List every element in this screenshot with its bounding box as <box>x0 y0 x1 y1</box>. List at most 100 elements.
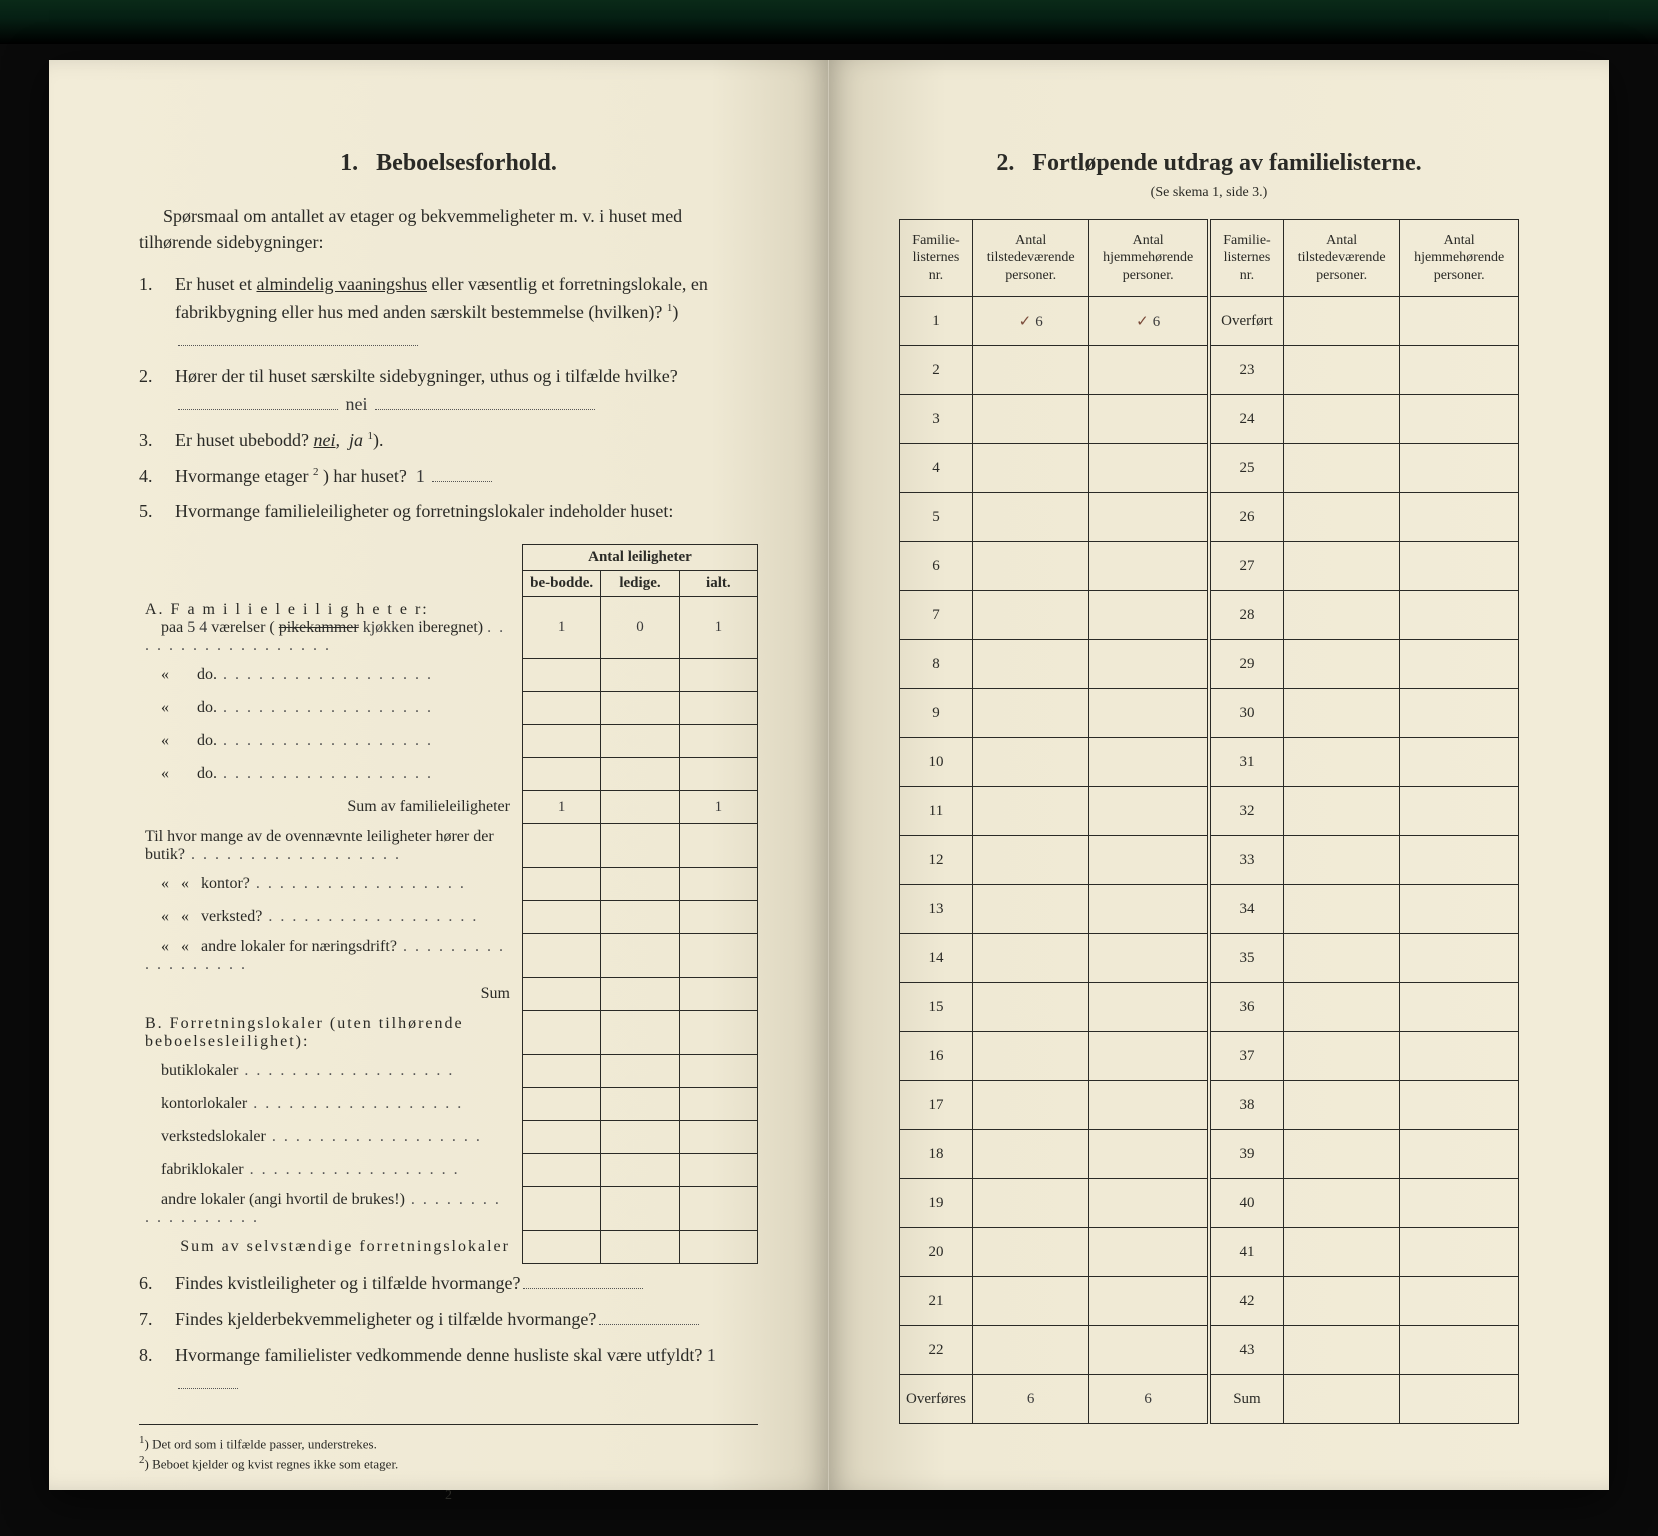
row-hjem-left <box>1089 444 1209 493</box>
row-hjem-left <box>1089 640 1209 689</box>
row-nr-left: 7 <box>900 591 973 640</box>
row-hjem-left <box>1089 1032 1209 1081</box>
footnotes: 1) Det ord som i tilfælde passer, unders… <box>139 1424 758 1474</box>
table-row: 324 <box>900 395 1519 444</box>
row-til-left <box>973 983 1089 1032</box>
row-nr-left: 6 <box>900 542 973 591</box>
table-row: 223 <box>900 346 1519 395</box>
row-til-right <box>1283 395 1399 444</box>
row-hjem-right <box>1400 297 1519 346</box>
row-til-right <box>1283 787 1399 836</box>
row-nr-right: 30 <box>1209 689 1284 738</box>
row-til-left <box>973 1277 1089 1326</box>
row-nr-left: 22 <box>900 1326 973 1375</box>
table-row: 2243 <box>900 1326 1519 1375</box>
q2-answer: nei <box>346 394 368 414</box>
mid-q1: Til hvor mange av de ovennævnte leilighe… <box>139 824 522 868</box>
row-hjem-left <box>1089 836 1209 885</box>
overfores-hjem: 6 <box>1089 1375 1209 1424</box>
q4-text-a: Hvormange etager <box>175 466 308 486</box>
A-sum-label: Sum av familieleiligheter <box>139 791 522 824</box>
footnote-2: 2) Beboet kjelder og kvist regnes ikke s… <box>139 1453 758 1474</box>
row-hjem-left <box>1089 1277 1209 1326</box>
sum-til <box>1283 1375 1399 1424</box>
q1-underlined: almindelig vaaningshus <box>256 274 426 294</box>
table-row: 1839 <box>900 1130 1519 1179</box>
row-til-right <box>1283 1277 1399 1326</box>
B-row2: kontorlokaler <box>139 1088 522 1121</box>
row-til-right <box>1283 542 1399 591</box>
row-til-left <box>973 395 1089 444</box>
overfores-til: 6 <box>973 1375 1089 1424</box>
q8-answer: 1 <box>707 1345 716 1365</box>
section-A-label: A. F a m i l i e l e i l i g h e t e r: … <box>139 597 522 659</box>
row-til-right <box>1283 738 1399 787</box>
row-hjem-left: 6 <box>1089 297 1209 346</box>
q1-blank <box>178 328 418 346</box>
row-hjem-left <box>1089 1326 1209 1375</box>
row-nr-left: 18 <box>900 1130 973 1179</box>
row-til-right <box>1283 1179 1399 1228</box>
row-hjem-right <box>1400 346 1519 395</box>
row-til-left <box>973 1228 1089 1277</box>
row-nr-left: 19 <box>900 1179 973 1228</box>
sum-label: Sum <box>1209 1375 1284 1424</box>
right-subtitle: (Se skema 1, side 3.) <box>899 185 1519 201</box>
row-nr-left: 20 <box>900 1228 973 1277</box>
overfores-label: Overføres <box>900 1375 973 1424</box>
row-hjem-right <box>1400 395 1519 444</box>
row-hjem-left <box>1089 1081 1209 1130</box>
table-row: 10 31 <box>900 738 1519 787</box>
row-til-right <box>1283 444 1399 493</box>
left-section-number: 1. <box>340 150 358 176</box>
row-til-left <box>973 493 1089 542</box>
q3-ja: ja <box>349 430 363 450</box>
row-nr-left: 2 <box>900 346 973 395</box>
row-til-right <box>1283 689 1399 738</box>
mid-q2: « « kontor? <box>139 868 522 901</box>
row-til-left <box>973 542 1089 591</box>
row-til-right <box>1283 836 1399 885</box>
tbl-hdr-ledige: ledige. <box>601 571 679 597</box>
questions-list-2: Findes kvistleiligheter og i tilfælde hv… <box>139 1270 758 1398</box>
q8-blank <box>178 1371 238 1389</box>
row-hjem-left <box>1089 1228 1209 1277</box>
right-section-title: 2. Fortløpende utdrag av familielisterne… <box>899 150 1519 177</box>
table-row: 2142 <box>900 1277 1519 1326</box>
row-hjem-left <box>1089 1130 1209 1179</box>
row-hjem-right <box>1400 1277 1519 1326</box>
row-nr-left: 12 <box>900 836 973 885</box>
row-hjem-left <box>1089 542 1209 591</box>
row-nr-left: 13 <box>900 885 973 934</box>
left-page-number: 2 <box>139 1488 758 1504</box>
row-til-right <box>1283 1032 1399 1081</box>
row-til-left <box>973 885 1089 934</box>
row-til-left <box>973 444 1089 493</box>
row-hjem-right <box>1400 1228 1519 1277</box>
left-section-title: 1. Beboelsesforhold. <box>139 150 758 177</box>
A-row2-do: do. <box>197 666 217 683</box>
question-3: Er huset ubebodd? nei, ja 1). <box>139 427 758 455</box>
row-hjem-right <box>1400 885 1519 934</box>
mid-sum: Sum <box>139 978 522 1011</box>
row-nr-left: 8 <box>900 640 973 689</box>
A-row4-do: do. <box>197 732 217 749</box>
row-nr-left: 10 <box>900 738 973 787</box>
row-til-left <box>973 346 1089 395</box>
table-row: 1132 <box>900 787 1519 836</box>
row-nr-right: 31 <box>1209 738 1284 787</box>
row-hjem-right <box>1400 1179 1519 1228</box>
q2-text: Hører der til huset særskilte sidebygnin… <box>175 366 678 386</box>
table-row: 526 <box>900 493 1519 542</box>
row-hjem-right <box>1400 1130 1519 1179</box>
row-nr-left: 17 <box>900 1081 973 1130</box>
tbl-hdr-bebodde: be-bodde. <box>522 571 600 597</box>
row-nr-left: 14 <box>900 934 973 983</box>
q3-text: Er huset ubebodd? <box>175 430 313 450</box>
apartments-table: Antal leiligheter be-bodde. ledige. ialt… <box>139 544 758 1264</box>
row-hjem-right <box>1400 591 1519 640</box>
A-row1-ialt: 1 <box>679 597 757 659</box>
row-nr-right: 25 <box>1209 444 1284 493</box>
B-row3: verkstedslokaler <box>139 1121 522 1154</box>
row-til-left <box>973 1326 1089 1375</box>
